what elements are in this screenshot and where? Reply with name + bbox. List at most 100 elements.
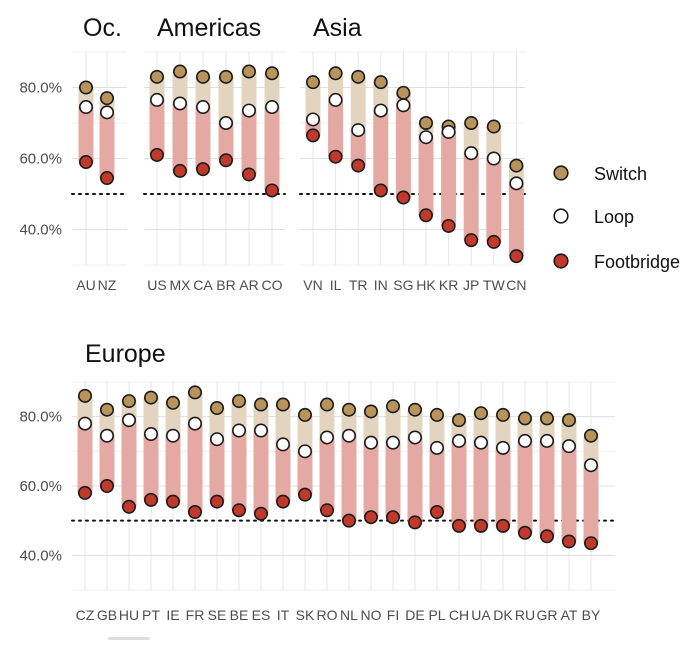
point-loop — [451, 433, 466, 448]
panel-oc: 40.0% 60.0% 80.0% Oc. AU NZ — [19, 14, 128, 293]
point-loop — [509, 176, 524, 191]
point-loop — [196, 100, 211, 115]
point-switch — [173, 64, 188, 79]
x-tick-label: IE — [166, 607, 179, 623]
band-loop-footbridge — [407, 437, 423, 523]
point-switch — [495, 407, 510, 422]
band-loop-footbridge — [583, 465, 599, 544]
x-tick-label: KR — [439, 277, 458, 293]
point-footbridge — [385, 510, 400, 525]
point-footbridge — [583, 536, 598, 551]
point-switch — [486, 119, 501, 134]
point-switch — [429, 407, 444, 422]
band-switch-loop — [385, 406, 401, 443]
x-tick-label: RO — [317, 607, 338, 623]
band-switch-loop — [99, 409, 115, 436]
point-loop — [341, 428, 356, 443]
band-loop-footbridge — [241, 110, 257, 175]
point-footbridge — [473, 518, 488, 533]
x-tick-label: UA — [471, 607, 491, 623]
band-switch-loop — [363, 411, 379, 443]
point-loop — [396, 98, 411, 113]
point-footbridge — [539, 529, 554, 544]
panel-title: Europe — [85, 340, 166, 368]
band-loop-footbridge — [508, 183, 524, 257]
band-loop-footbridge — [264, 107, 280, 191]
band-loop-footbridge — [561, 446, 577, 542]
band-switch-loop — [305, 82, 321, 120]
x-tick-label: NO — [361, 607, 382, 623]
point-loop — [297, 444, 312, 459]
point-switch — [305, 75, 320, 90]
band-switch-loop — [195, 76, 211, 108]
x-tick-label: IL — [330, 277, 342, 293]
point-switch — [242, 64, 257, 79]
band-loop-footbridge — [473, 442, 489, 526]
band-loop-footbridge — [429, 447, 445, 512]
point-footbridge — [451, 518, 466, 533]
band-loop-footbridge — [418, 137, 434, 216]
point-switch — [385, 399, 400, 414]
band-loop-footbridge — [373, 110, 389, 191]
point-switch — [100, 91, 115, 106]
band-loop-footbridge — [328, 99, 344, 157]
point-switch — [78, 388, 93, 403]
point-loop — [242, 103, 257, 118]
band-switch-loop — [373, 82, 389, 111]
x-tick-label: CN — [506, 277, 526, 293]
point-footbridge — [100, 171, 115, 186]
point-loop — [264, 100, 279, 115]
point-footbridge — [441, 218, 456, 233]
y-tick-label: 40.0% — [19, 222, 62, 239]
band-switch-loop — [241, 71, 257, 111]
x-tick-label: PL — [428, 607, 445, 623]
band-loop-footbridge — [517, 440, 533, 533]
y-tick-label: 60.0% — [19, 478, 62, 495]
band-loop-footbridge — [195, 107, 211, 170]
band-switch-loop — [350, 76, 366, 131]
point-loop — [473, 435, 488, 450]
band-switch-loop — [319, 404, 335, 438]
x-tick-label: CO — [262, 277, 283, 293]
point-switch — [232, 394, 247, 409]
band-switch-loop — [172, 71, 188, 104]
band-loop-footbridge — [99, 112, 115, 179]
legend-label-switch: Switch — [594, 164, 647, 184]
band-switch-loop — [495, 414, 511, 448]
point-switch — [561, 413, 576, 428]
point-switch — [122, 394, 137, 409]
band-loop-footbridge — [99, 435, 115, 486]
band-switch-loop — [264, 73, 280, 108]
x-tick-label: DE — [405, 607, 424, 623]
point-footbridge — [122, 499, 137, 514]
band-loop-footbridge — [77, 423, 93, 493]
band-loop-footbridge — [441, 131, 457, 226]
legend-key-footbridge — [553, 253, 569, 269]
point-footbridge — [166, 494, 181, 509]
x-tick-label: JP — [463, 277, 479, 293]
band-switch-loop — [187, 392, 203, 424]
point-loop — [166, 428, 181, 443]
x-tick-label: BE — [230, 607, 249, 623]
point-loop — [275, 437, 290, 452]
point-switch — [351, 69, 366, 84]
x-tick-label: PT — [142, 607, 160, 623]
y-tick-label: 60.0% — [19, 151, 62, 168]
point-loop — [173, 96, 188, 111]
x-tick-label: RU — [515, 607, 535, 623]
point-switch — [196, 69, 211, 84]
x-tick-label: GR — [537, 607, 558, 623]
x-tick-label: NZ — [98, 277, 117, 293]
point-loop — [144, 426, 159, 441]
band-switch-loop — [407, 409, 423, 438]
band-switch-loop — [473, 413, 489, 443]
point-loop — [79, 100, 94, 115]
scrollbar-thumb[interactable] — [108, 637, 150, 640]
point-switch — [254, 397, 269, 412]
x-tick-label: TW — [483, 277, 506, 293]
point-footbridge — [173, 163, 188, 178]
point-switch — [166, 395, 181, 410]
x-tick-label: CZ — [76, 607, 95, 623]
point-loop — [495, 440, 510, 455]
